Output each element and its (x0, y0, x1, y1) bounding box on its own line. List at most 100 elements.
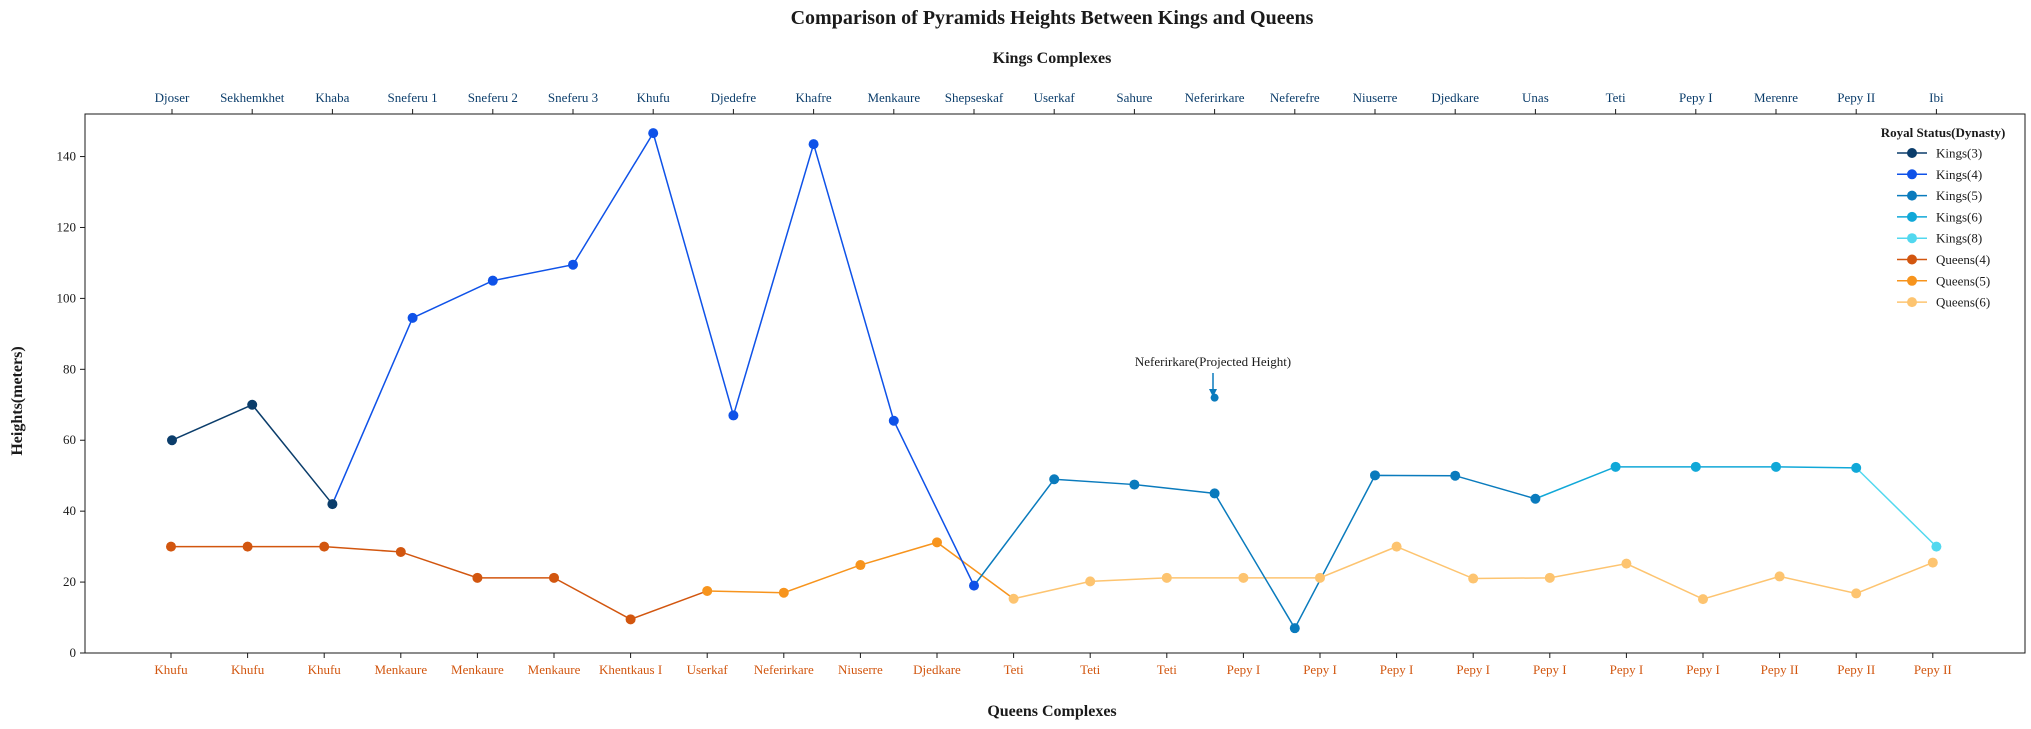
legend-marker (1907, 254, 1917, 265)
kings-tick-label: Sekhemkhet (220, 90, 285, 105)
kings-tick-label: Sahure (1116, 90, 1152, 105)
y-tick-label: 120 (57, 219, 77, 234)
queens-series-line (1013, 545, 1934, 600)
legend-label: Kings(5) (1936, 188, 1982, 203)
kings-data-point (1771, 461, 1781, 472)
kings-tick-label: Unas (1522, 90, 1549, 105)
queens-tick-label: Pepy II (1837, 662, 1875, 677)
kings-data-point (888, 415, 899, 426)
kings-tick-label: Khufu (637, 90, 671, 105)
kings-tick-label: Khaba (315, 90, 349, 105)
projected-annotation: Neferirkare(Projected Height) (1135, 354, 1291, 397)
legend-label: Queens(6) (1936, 295, 1990, 310)
queens-tick-label: Pepy I (1610, 662, 1644, 677)
queens-tick-label: Menkaure (374, 662, 427, 677)
queens-data-point (1008, 593, 1019, 604)
legend-marker (1907, 190, 1917, 201)
queens-data-point (1161, 572, 1172, 583)
queens-data-point (1621, 558, 1632, 569)
queens-tick-label: Menkaure (451, 662, 504, 677)
kings-data-point (568, 259, 578, 270)
legend-label: Kings(4) (1936, 167, 1982, 182)
plot-frame (84, 113, 2026, 654)
y-tick-label: 80 (63, 361, 76, 376)
kings-tick-label: Ibi (1929, 90, 1944, 105)
queens-tick-label: Khufu (231, 662, 265, 677)
kings-data-point (1289, 623, 1300, 634)
queens-data-point (166, 541, 176, 552)
queens-tick-label: Pepy II (1914, 662, 1952, 677)
queens-tick-label: Pepy I (1456, 662, 1490, 677)
kings-data-point (327, 499, 338, 510)
projected-annotation-text: Neferirkare(Projected Height) (1135, 354, 1291, 369)
kings-data-point (1690, 461, 1701, 472)
queens-data-point (1774, 571, 1785, 582)
legend-marker (1907, 233, 1917, 244)
kings-tick-label: Djoser (155, 90, 190, 105)
kings-tick-label: Userkaf (1034, 90, 1076, 105)
queens-tick-label: Userkaf (687, 662, 729, 677)
queens-series-line (171, 545, 708, 621)
kings-tick-label: Khafre (796, 90, 832, 105)
queens-data-point (472, 572, 483, 583)
kings-tick-label: Teti (1606, 90, 1626, 105)
kings-tick-label: Menkaure (867, 90, 920, 105)
kings-data-point (407, 312, 418, 323)
kings-data-point (1610, 461, 1621, 472)
queens-data-point (242, 541, 253, 552)
kings-data-point (1450, 470, 1461, 481)
queens-tick-label: Khufu (308, 662, 342, 677)
legend-marker (1907, 297, 1917, 308)
queens-data-point (778, 587, 789, 598)
queens-axis: Khufu Khufu Khufu Menkaure Menkaure Menkaure K… (154, 653, 1952, 677)
kings-data-point (1209, 488, 1220, 499)
y-tick-label: 40 (63, 503, 76, 518)
kings-data-point (167, 435, 177, 446)
queens-data-point (1927, 557, 1938, 568)
y-axis: 0 20 40 60 80 100 120 140 (57, 149, 85, 660)
kings-data-point (969, 580, 979, 591)
kings-tick-label: Sneferu 2 (468, 90, 518, 105)
kings-tick-label: Djedkare (1431, 90, 1479, 105)
legend: Royal Status(Dynasty) Kings(3) Kings(4) Ki… (1881, 125, 2006, 310)
queens-tick-label: Pepy I (1686, 662, 1720, 677)
kings-tick-label: Shepseskaf (945, 90, 1004, 105)
projected-data-point (1210, 393, 1219, 402)
kings-tick-label: Pepy I (1679, 90, 1713, 105)
legend-marker (1907, 275, 1917, 286)
kings-tick-label: Merenre (1754, 90, 1798, 105)
queens-data-point (855, 560, 866, 571)
legend-marker (1907, 148, 1917, 158)
queens-data-point (702, 585, 713, 596)
kings-tick-label: Niuserre (1353, 90, 1398, 105)
queens-data-point (549, 572, 559, 583)
series-markers (166, 128, 1942, 634)
queens-data-point (1698, 594, 1708, 605)
queens-data-point (932, 537, 942, 548)
kings-data-point (728, 410, 739, 421)
queens-data-point (1851, 588, 1862, 599)
queens-data-point (395, 546, 406, 557)
queens-tick-label: Niuserre (838, 662, 883, 677)
queens-tick-label: Pepy II (1761, 662, 1799, 677)
queens-data-point (1544, 572, 1555, 583)
kings-axis: Djoser Sekhemkhet Khaba Sneferu 1 Sneferu 2 S… (155, 90, 1944, 114)
queens-tick-label: Pepy I (1380, 662, 1414, 677)
projected-annotation-arrow-head (1209, 389, 1217, 397)
queens-data-point (1468, 573, 1479, 584)
queens-tick-label: Pepy I (1533, 662, 1567, 677)
queens-tick-label: Khentkaus I (599, 662, 662, 677)
queens-data-point (625, 614, 636, 625)
kings-series-line (1855, 467, 1937, 548)
y-axis-label: Heights(meters) (9, 346, 26, 455)
kings-series-line (331, 131, 975, 586)
kings-data-point (1049, 474, 1060, 485)
queens-data-point (1315, 572, 1325, 583)
kings-axis-label: Kings Complexes (993, 50, 1112, 67)
y-tick-label: 0 (70, 645, 77, 660)
y-tick-label: 60 (63, 432, 76, 447)
queens-tick-label: Teti (1080, 662, 1100, 677)
legend-label: Kings(6) (1936, 209, 1982, 224)
legend-title: Royal Status(Dynasty) (1881, 125, 2006, 140)
